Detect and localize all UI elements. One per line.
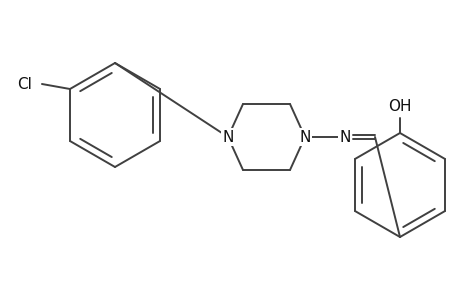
Text: Cl: Cl (17, 76, 32, 92)
Text: OH: OH (387, 98, 411, 113)
Text: N: N (299, 130, 310, 145)
Text: N: N (222, 130, 233, 145)
Text: N: N (339, 130, 350, 145)
